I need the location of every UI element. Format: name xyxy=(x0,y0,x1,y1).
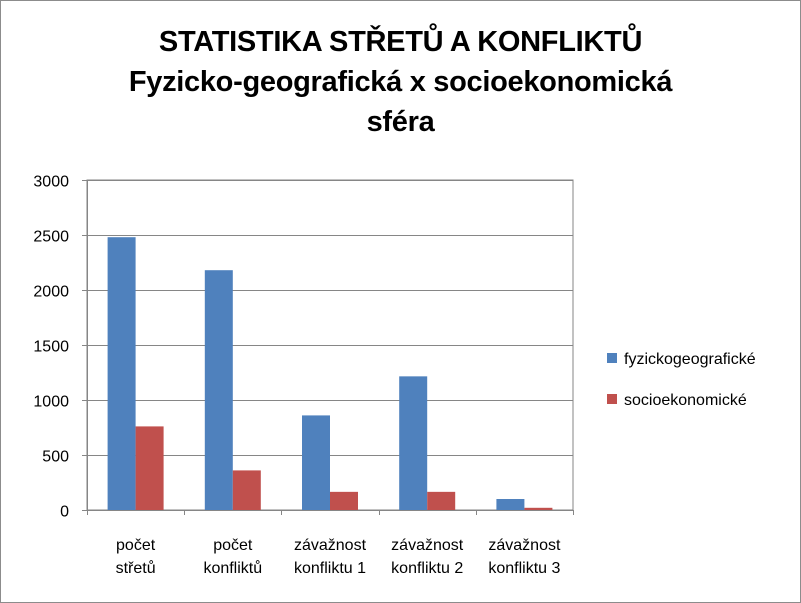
bar-socioekonomické-1 xyxy=(232,470,261,510)
y-tick-label: 0 xyxy=(60,504,69,521)
chart-title: STATISTIKA STŘETŮ A KONFLIKTŮ Fyzicko-ge… xyxy=(0,22,801,142)
bar-socioekonomické-4 xyxy=(524,507,553,510)
x-tick-label: konfliktu 2 xyxy=(391,560,463,577)
x-tick-label: závažnost xyxy=(294,537,367,554)
y-tick-label: 500 xyxy=(42,449,69,466)
x-tick-label: závažnost xyxy=(488,537,561,554)
y-tick-label: 3000 xyxy=(33,174,69,191)
bar-socioekonomické-0 xyxy=(135,426,164,510)
y-tick-label: 2500 xyxy=(33,229,69,246)
x-tick-label: konfliktu 3 xyxy=(488,560,560,577)
x-tick-label: konfliktů xyxy=(203,559,262,577)
bar-socioekonomické-2 xyxy=(330,491,358,510)
legend-swatch-0 xyxy=(607,353,617,363)
legend-swatch-1 xyxy=(607,394,617,404)
x-tick-label: závažnost xyxy=(391,537,464,554)
x-tick-label: střetů xyxy=(116,559,156,577)
x-tick-label: počet xyxy=(213,537,253,554)
legend-label-0: fyzickogeografické xyxy=(624,351,756,368)
bar-fyzickogeografické-2 xyxy=(302,415,330,510)
y-tick-label: 2000 xyxy=(33,284,69,301)
bar-fyzickogeografické-3 xyxy=(399,376,428,510)
bar-fyzickogeografické-1 xyxy=(204,270,233,510)
y-tick-label: 1000 xyxy=(33,394,69,411)
bar-fyzickogeografické-0 xyxy=(107,237,136,510)
bar-socioekonomické-3 xyxy=(427,491,456,510)
x-tick-label: počet xyxy=(116,537,156,554)
bar-fyzickogeografické-4 xyxy=(496,499,525,510)
chart-title-line-1: STATISTIKA STŘETŮ A KONFLIKTŮ xyxy=(158,26,643,58)
chart-title-line-2: Fyzicko-geografická x socioekonomická xyxy=(128,66,673,98)
chart-title-line-3: sféra xyxy=(366,106,435,138)
y-tick-label: 1500 xyxy=(33,339,69,356)
x-tick-label: konfliktu 1 xyxy=(294,560,366,577)
legend-label-1: socioekonomické xyxy=(624,392,747,409)
